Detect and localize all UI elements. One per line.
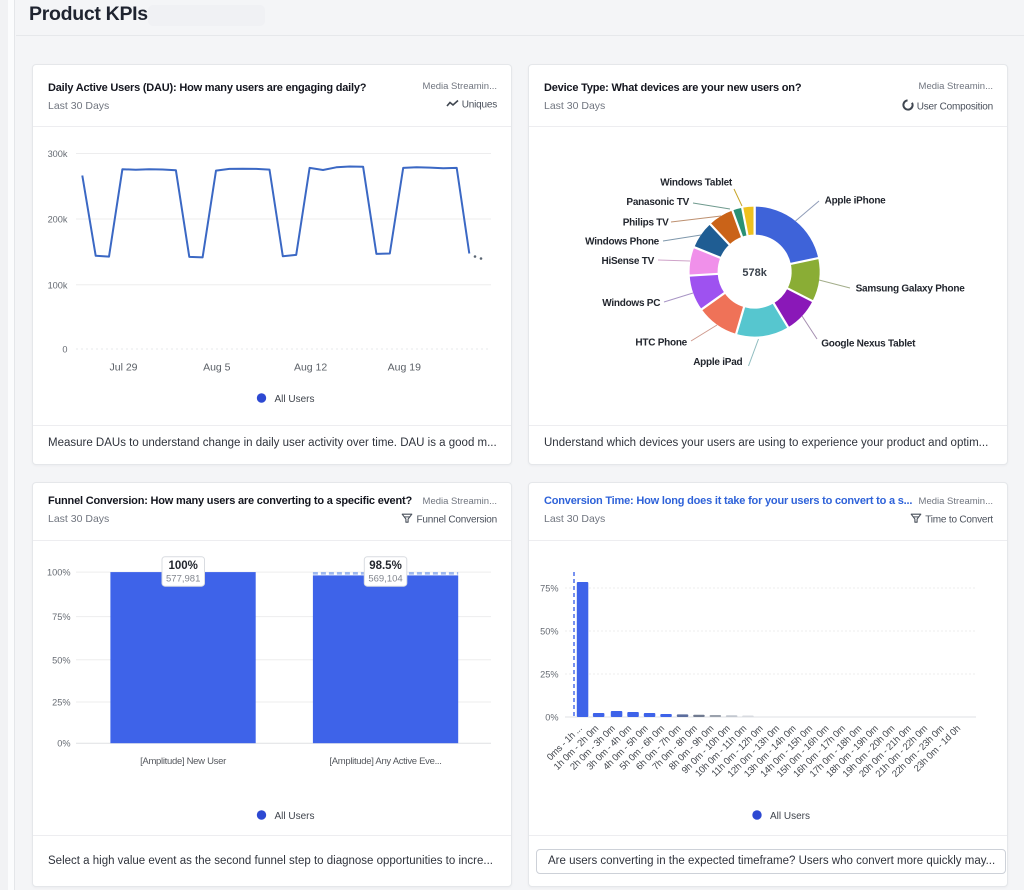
svg-text:25%: 25% bbox=[540, 670, 558, 680]
svg-text:Windows Phone: Windows Phone bbox=[585, 237, 660, 248]
svg-text:0: 0 bbox=[62, 345, 67, 355]
svg-text:[Amplitude] New User: [Amplitude] New User bbox=[140, 756, 226, 767]
svg-text:577,981: 577,981 bbox=[166, 574, 200, 585]
svg-text:Aug 5: Aug 5 bbox=[203, 362, 231, 374]
svg-text:Jul 29: Jul 29 bbox=[109, 362, 137, 374]
svg-text:100%: 100% bbox=[168, 560, 197, 572]
svg-text:Panasonic TV: Panasonic TV bbox=[626, 197, 689, 208]
svg-text:Windows PC: Windows PC bbox=[602, 298, 660, 309]
svg-text:Aug 12: Aug 12 bbox=[294, 362, 327, 374]
svg-text:Philips TV: Philips TV bbox=[623, 218, 669, 229]
svg-text:50%: 50% bbox=[52, 655, 70, 665]
svg-text:Google Nexus Tablet: Google Nexus Tablet bbox=[821, 339, 916, 350]
svg-text:Windows Tablet: Windows Tablet bbox=[660, 178, 733, 189]
svg-text:All Users: All Users bbox=[275, 394, 315, 405]
svg-text:Samsung Galaxy Phone: Samsung Galaxy Phone bbox=[856, 284, 966, 295]
svg-text:75%: 75% bbox=[540, 584, 558, 594]
svg-text:HTC Phone: HTC Phone bbox=[635, 338, 687, 349]
svg-text:[Amplitude] Any Active Eve...: [Amplitude] Any Active Eve... bbox=[329, 756, 441, 767]
svg-text:98.5%: 98.5% bbox=[369, 560, 402, 572]
svg-text:Apple iPhone: Apple iPhone bbox=[825, 196, 887, 207]
svg-text:25%: 25% bbox=[52, 698, 70, 708]
svg-text:300k: 300k bbox=[48, 149, 68, 159]
svg-text:All Users: All Users bbox=[770, 811, 810, 822]
svg-text:569,104: 569,104 bbox=[368, 574, 402, 585]
svg-text:50%: 50% bbox=[540, 627, 558, 637]
svg-text:100%: 100% bbox=[47, 568, 71, 578]
svg-text:Aug 19: Aug 19 bbox=[388, 362, 421, 374]
svg-text:0%: 0% bbox=[57, 739, 70, 749]
svg-text:200k: 200k bbox=[48, 215, 68, 225]
svg-text:75%: 75% bbox=[52, 612, 70, 622]
svg-text:HiSense TV: HiSense TV bbox=[601, 256, 654, 267]
svg-text:0%: 0% bbox=[545, 713, 558, 723]
svg-text:All Users: All Users bbox=[275, 811, 315, 822]
svg-text:100k: 100k bbox=[48, 280, 68, 290]
svg-text:Apple iPad: Apple iPad bbox=[693, 357, 742, 368]
svg-text:578k: 578k bbox=[742, 267, 767, 279]
